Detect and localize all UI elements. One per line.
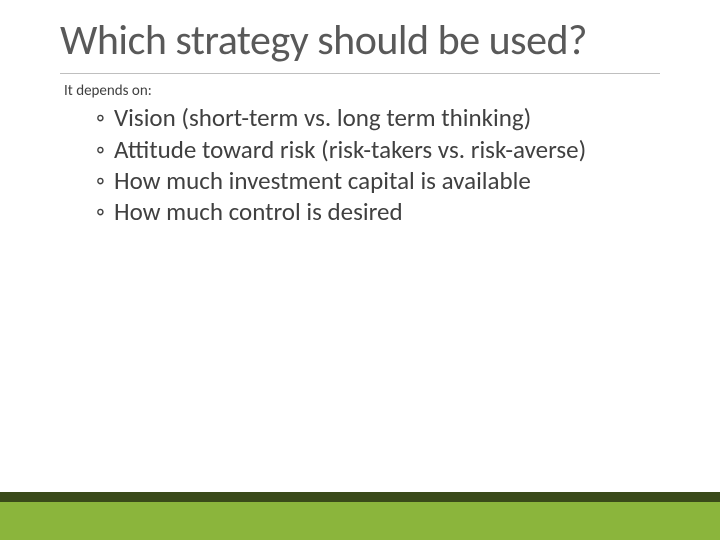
- footer-dark-stripe: [0, 492, 720, 502]
- bullet-item: How much control is desired: [96, 196, 650, 227]
- footer-green-stripe: [0, 502, 720, 540]
- bullet-list: Vision (short-term vs. long term thinkin…: [60, 102, 660, 227]
- footer-band: [0, 494, 720, 540]
- title-divider: [60, 73, 660, 74]
- slide-title: Which strategy should be used?: [60, 18, 660, 63]
- bullet-item: How much investment capital is available: [96, 165, 650, 196]
- bullet-item: Attitude toward risk (risk-takers vs. ri…: [96, 134, 650, 165]
- bullet-item: Vision (short-term vs. long term thinkin…: [96, 102, 650, 133]
- subheading: It depends on:: [60, 82, 660, 100]
- slide-container: Which strategy should be used? It depend…: [0, 0, 720, 540]
